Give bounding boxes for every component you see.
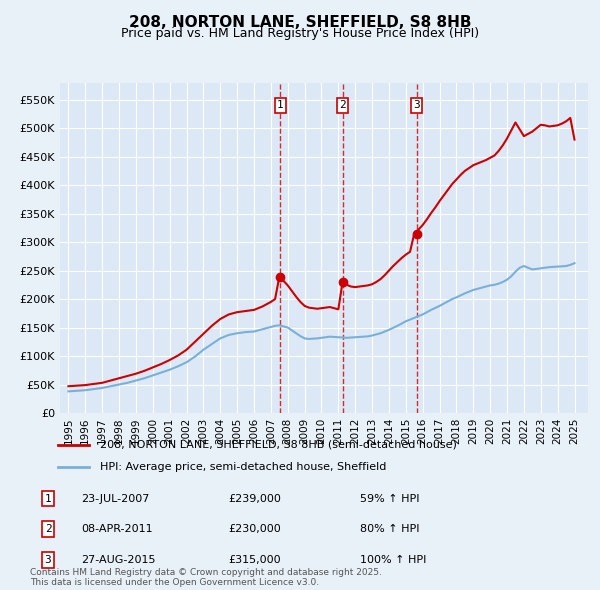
Text: 3: 3 xyxy=(413,100,420,110)
Text: 3: 3 xyxy=(44,555,52,565)
Text: 1: 1 xyxy=(44,494,52,503)
Text: 100% ↑ HPI: 100% ↑ HPI xyxy=(360,555,427,565)
Text: 2: 2 xyxy=(340,100,346,110)
Text: 23-JUL-2007: 23-JUL-2007 xyxy=(81,494,149,503)
Text: 08-APR-2011: 08-APR-2011 xyxy=(81,525,152,534)
Text: £239,000: £239,000 xyxy=(228,494,281,503)
Text: £230,000: £230,000 xyxy=(228,525,281,534)
Text: 59% ↑ HPI: 59% ↑ HPI xyxy=(360,494,419,503)
Text: 208, NORTON LANE, SHEFFIELD, S8 8HB: 208, NORTON LANE, SHEFFIELD, S8 8HB xyxy=(129,15,471,30)
Text: 80% ↑ HPI: 80% ↑ HPI xyxy=(360,525,419,534)
Text: 2: 2 xyxy=(44,525,52,534)
Text: 208, NORTON LANE, SHEFFIELD, S8 8HB (semi-detached house): 208, NORTON LANE, SHEFFIELD, S8 8HB (sem… xyxy=(100,440,457,450)
Text: Price paid vs. HM Land Registry's House Price Index (HPI): Price paid vs. HM Land Registry's House … xyxy=(121,27,479,40)
Text: 1: 1 xyxy=(277,100,284,110)
Text: Contains HM Land Registry data © Crown copyright and database right 2025.
This d: Contains HM Land Registry data © Crown c… xyxy=(30,568,382,587)
Text: £315,000: £315,000 xyxy=(228,555,281,565)
Text: 27-AUG-2015: 27-AUG-2015 xyxy=(81,555,155,565)
Text: HPI: Average price, semi-detached house, Sheffield: HPI: Average price, semi-detached house,… xyxy=(100,462,386,472)
